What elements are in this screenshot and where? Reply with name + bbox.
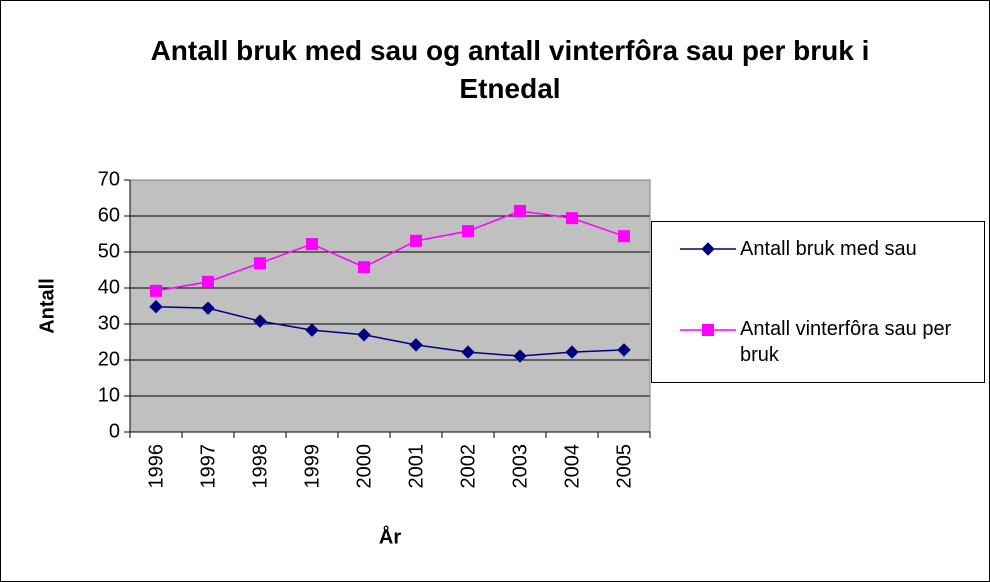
- plot-area: [130, 180, 650, 432]
- x-tick-label: 1998: [249, 444, 271, 489]
- data-point: [513, 349, 527, 363]
- x-tick-label: 2002: [457, 444, 479, 489]
- data-point: [462, 225, 474, 238]
- legend-label: Antall vinterfôra sau per bruk: [740, 318, 952, 366]
- y-tick-label: 0: [109, 420, 120, 442]
- data-point: [565, 345, 579, 359]
- data-point: [410, 234, 422, 247]
- y-tick-label: 70: [98, 168, 120, 190]
- x-tick-label: 1997: [197, 444, 219, 489]
- y-axis-label: Antall: [36, 278, 58, 334]
- x-tick-label: 1999: [301, 444, 323, 489]
- data-point: [305, 323, 319, 337]
- legend-box: [651, 221, 985, 383]
- data-point: [617, 343, 631, 357]
- x-tick-label: 2003: [509, 444, 531, 489]
- chart-title: Antall bruk med sau og antall vinterfôra…: [150, 35, 870, 104]
- data-point: [409, 338, 423, 352]
- data-point: [566, 212, 578, 225]
- data-point: [514, 204, 526, 217]
- y-tick-label: 60: [98, 204, 120, 226]
- data-point: [358, 261, 370, 274]
- data-point: [461, 345, 475, 359]
- legend-marker: [701, 242, 715, 256]
- data-point: [202, 275, 214, 288]
- series-line: [155, 305, 625, 357]
- series-line: [155, 210, 625, 292]
- x-tick-label: 2000: [353, 444, 375, 489]
- y-tick-label: 10: [98, 384, 120, 406]
- data-point: [201, 301, 215, 315]
- data-point: [357, 328, 371, 342]
- x-tick-label: 2004: [561, 444, 583, 489]
- data-point: [149, 300, 163, 314]
- x-tick-label: 2001: [405, 444, 427, 489]
- legend-label: Antall bruk med sau: [740, 238, 917, 260]
- x-tick-label: 2005: [613, 444, 635, 489]
- legend-marker: [702, 324, 714, 336]
- y-tick-label: 20: [98, 348, 120, 370]
- data-point: [306, 238, 318, 251]
- x-tick-label: 1996: [145, 444, 167, 489]
- y-tick-label: 50: [98, 240, 120, 262]
- y-tick-label: 30: [98, 312, 120, 334]
- data-point: [618, 230, 630, 243]
- x-axis-label: År: [379, 524, 401, 548]
- y-tick-label: 40: [98, 276, 120, 298]
- data-point: [253, 314, 267, 328]
- data-point: [254, 257, 266, 270]
- data-point: [150, 284, 162, 297]
